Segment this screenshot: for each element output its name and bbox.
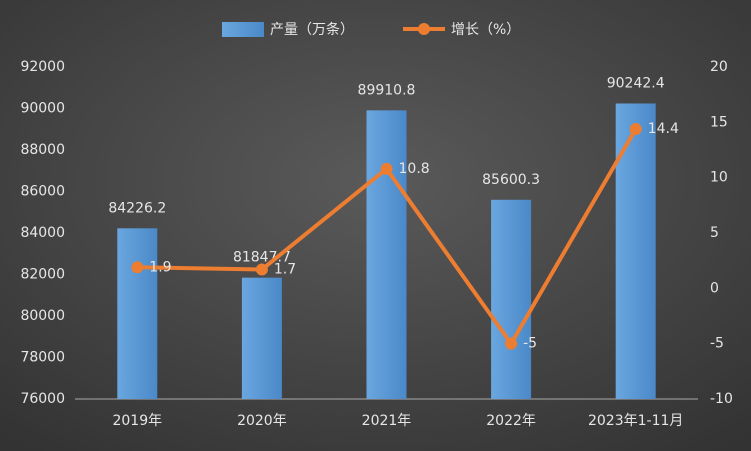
x-tick-label: 2023年1-11月 (588, 413, 683, 429)
legend-swatch (418, 23, 430, 35)
data-label: 84226.2 (108, 200, 166, 216)
legend-label: 产量（万条） (270, 21, 354, 38)
bar (615, 103, 656, 399)
marker (629, 122, 642, 135)
y-tick-label: 80000 (20, 308, 65, 324)
data-label: 89910.8 (358, 82, 416, 98)
data-label: 10.8 (399, 161, 430, 177)
marker (505, 337, 518, 350)
x-tick-label: 2021年 (362, 413, 412, 429)
data-label: 14.4 (648, 121, 679, 137)
legend-swatch (222, 22, 264, 37)
y2-tick-label: 10 (710, 170, 728, 186)
y2-tick-label: -5 (710, 336, 724, 352)
y-tick-label: 84000 (20, 225, 65, 241)
bar (241, 277, 282, 399)
y-tick-label: 82000 (20, 267, 65, 283)
x-tick-label: 2019年 (112, 413, 162, 429)
y-tick-label: 92000 (20, 59, 65, 75)
data-label: 85600.3 (482, 172, 540, 188)
y2-tick-label: 5 (710, 225, 719, 241)
marker (255, 263, 268, 276)
data-label: 90242.4 (607, 75, 665, 91)
data-label: -5 (523, 336, 537, 352)
x-tick-label: 2022年 (486, 413, 536, 429)
marker (131, 261, 144, 274)
x-tick-label: 2020年 (237, 413, 287, 429)
y-tick-label: 90000 (20, 101, 65, 117)
y-tick-label: 86000 (20, 184, 65, 200)
data-label: 1.7 (274, 262, 296, 278)
y-tick-label: 88000 (20, 142, 65, 158)
data-label: 81847.7 (233, 250, 291, 266)
bar (117, 228, 158, 399)
y-tick-label: 76000 (20, 391, 65, 407)
y2-tick-label: 15 (710, 114, 728, 130)
y2-tick-label: -10 (710, 391, 733, 407)
data-label: 1.9 (149, 259, 171, 275)
y-tick-label: 78000 (20, 350, 65, 366)
marker (380, 162, 393, 175)
y2-tick-label: 0 (710, 280, 719, 296)
legend-label: 增长（%） (451, 22, 520, 38)
y2-tick-label: 20 (710, 59, 728, 75)
bar (491, 199, 532, 399)
bar (366, 110, 407, 400)
